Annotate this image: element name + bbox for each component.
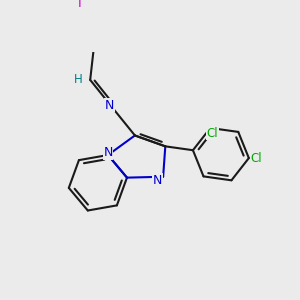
- Text: N: N: [105, 99, 114, 112]
- Text: I: I: [77, 0, 81, 10]
- Text: H: H: [74, 73, 82, 85]
- Text: N: N: [103, 146, 113, 159]
- Text: Cl: Cl: [207, 127, 218, 140]
- Text: Cl: Cl: [251, 152, 262, 165]
- Text: N: N: [153, 174, 163, 187]
